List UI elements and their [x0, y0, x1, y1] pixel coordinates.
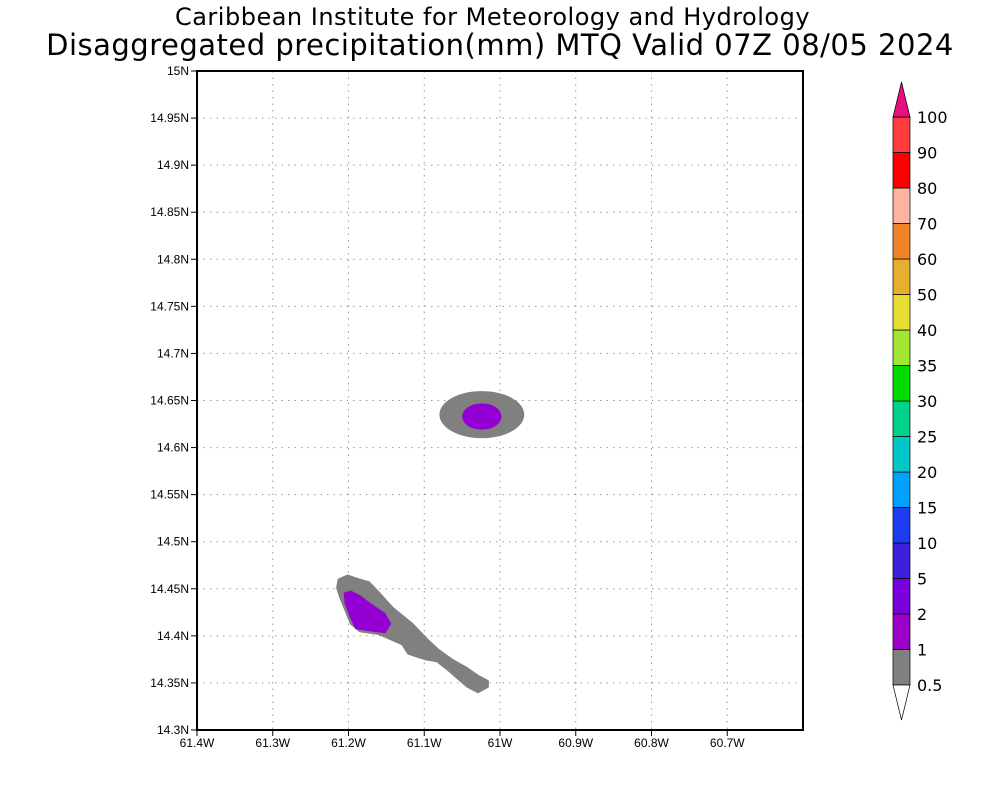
colorbar-label: 15: [917, 499, 937, 518]
x-tick-label: 60.7W: [710, 736, 745, 750]
x-tick-label: 61W: [488, 736, 513, 750]
colorbar-label: 60: [917, 250, 937, 269]
y-tick-label: 14.5N: [157, 535, 189, 549]
colorbar-label: 80: [917, 179, 937, 198]
y-tick-label: 14.7N: [157, 346, 189, 360]
colorbar-label: 50: [917, 286, 937, 305]
colorbar-upper-arrow: [892, 81, 911, 118]
y-tick-label: 14.35N: [150, 676, 189, 690]
colorbar-segment: [892, 223, 911, 260]
colorbar-label: 10: [917, 534, 937, 553]
y-axis: 14.3N 14.35N 14.4N 14.45N 14.5N 14.55N 14.6N 14…: [150, 64, 197, 737]
y-tick-label: 14.3N: [157, 723, 189, 737]
colorbar-segment: [892, 471, 911, 508]
precip-region: [336, 574, 489, 694]
colorbar-label: 2: [917, 605, 927, 624]
y-tick-label: 14.75N: [150, 299, 189, 313]
colorbar-segment: [892, 507, 911, 544]
colorbar-segment: [892, 649, 911, 686]
chart-title: Disaggregated precipitation(mm) MTQ Vali…: [46, 28, 954, 62]
colorbar-label: 5: [917, 570, 927, 589]
y-tick-label: 14.8N: [157, 252, 189, 266]
y-tick-label: 14.65N: [150, 394, 189, 408]
y-tick-label: 14.95N: [150, 111, 189, 125]
colorbar-segment: [892, 258, 911, 295]
colorbar-segment: [892, 294, 911, 331]
colorbar-label: 0.5: [917, 676, 942, 695]
colorbar-label: 20: [917, 463, 937, 482]
colorbar-lower-arrow: [892, 684, 911, 721]
x-tick-label: 60.9W: [558, 736, 593, 750]
y-tick-label: 14.9N: [157, 158, 189, 172]
colorbar-segment: [892, 329, 911, 366]
colorbar-label: 35: [917, 357, 937, 376]
x-tick-label: 61.1W: [407, 736, 442, 750]
y-tick-label: 14.6N: [157, 441, 189, 455]
colorbar-label: 25: [917, 428, 937, 447]
colorbar-segment: [892, 578, 911, 615]
y-tick-label: 14.4N: [157, 629, 189, 643]
colorbar-segment: [892, 365, 911, 402]
colorbar-label: 100: [917, 108, 948, 127]
chart-institute-title: Caribbean Institute for Meteorology and …: [174, 3, 811, 31]
precip-region: [462, 403, 502, 430]
x-axis: 61.4W 61.3W 61.2W 61.1W 61W 60.9W 60.8W 60.7W: [180, 730, 745, 750]
colorbar-label: 90: [917, 144, 937, 163]
colorbar-label: 30: [917, 392, 937, 411]
y-tick-label: 14.55N: [150, 488, 189, 502]
colorbar-segment: [892, 152, 911, 189]
colorbar-segment: [892, 187, 911, 224]
colorbar-label: 40: [917, 321, 937, 340]
y-tick-label: 14.85N: [150, 205, 189, 219]
precip-region: [343, 590, 392, 634]
y-tick-label: 14.45N: [150, 582, 189, 596]
y-tick-label: 15N: [167, 64, 189, 78]
colorbar-segment: [892, 400, 911, 437]
x-tick-label: 61.4W: [180, 736, 215, 750]
colorbar-label: 70: [917, 215, 937, 234]
colorbar-segment: [892, 436, 911, 473]
colorbar-segment: [892, 613, 911, 650]
colorbar-segment: [892, 116, 911, 153]
x-tick-label: 60.8W: [634, 736, 669, 750]
x-tick-label: 61.2W: [331, 736, 366, 750]
colorbar-label: 1: [917, 641, 927, 660]
x-tick-label: 61.3W: [255, 736, 290, 750]
precipitation-regions: [336, 391, 525, 694]
colorbar-segment: [892, 542, 911, 579]
